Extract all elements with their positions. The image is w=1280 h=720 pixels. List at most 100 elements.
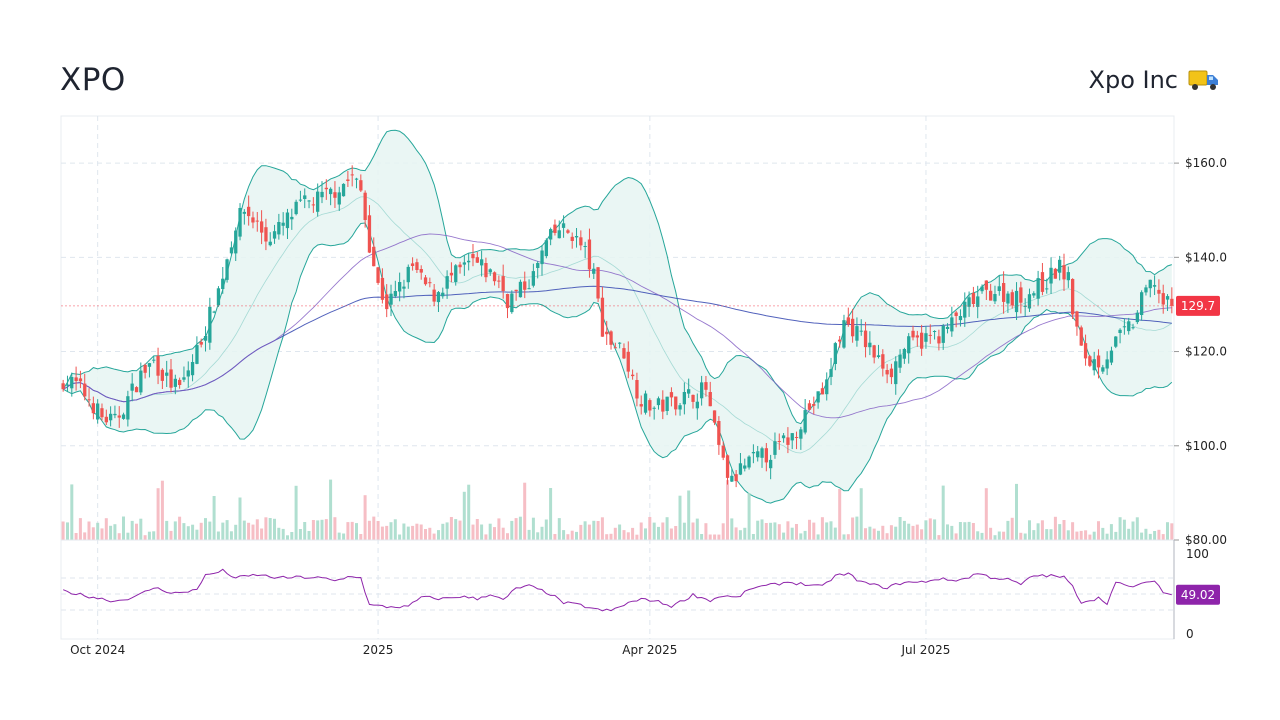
volume-bar bbox=[820, 517, 824, 540]
candle-body bbox=[445, 276, 449, 289]
candle-body bbox=[169, 369, 173, 388]
candle-body bbox=[911, 330, 915, 338]
volume-bar bbox=[600, 517, 604, 540]
candle-body bbox=[104, 416, 108, 423]
volume-bar bbox=[355, 523, 358, 540]
candle-body bbox=[225, 259, 229, 280]
candle-body bbox=[648, 400, 652, 411]
volume-bar bbox=[609, 533, 613, 540]
volume-bar bbox=[100, 528, 104, 540]
volume-bar bbox=[803, 530, 807, 540]
candle-body bbox=[605, 331, 609, 335]
volume-bar bbox=[109, 525, 113, 540]
volume-bar bbox=[1066, 530, 1070, 540]
candle-body bbox=[467, 260, 471, 263]
volume-bar bbox=[130, 520, 134, 540]
volume-bar bbox=[626, 532, 630, 540]
candle-body bbox=[885, 370, 889, 375]
volume-bar bbox=[290, 532, 294, 540]
candle-body bbox=[143, 365, 147, 373]
candle-body bbox=[1083, 343, 1088, 359]
candle-body bbox=[553, 224, 557, 233]
volume-bar bbox=[717, 534, 721, 540]
volume-bar bbox=[1088, 534, 1092, 540]
volume-bar bbox=[1114, 531, 1118, 540]
volume-bar bbox=[135, 523, 138, 540]
volume-bar bbox=[234, 524, 238, 540]
x-tick-label: 2025 bbox=[363, 643, 394, 657]
candle-body bbox=[363, 192, 367, 220]
volume-bar bbox=[984, 488, 988, 540]
candle-body bbox=[570, 236, 574, 241]
candle-body bbox=[134, 387, 139, 393]
volume-bar bbox=[726, 480, 729, 540]
volume-bar bbox=[1157, 529, 1161, 540]
volume-bar bbox=[242, 520, 246, 540]
volume-bar bbox=[1079, 530, 1083, 540]
candle-body bbox=[1118, 329, 1122, 333]
candle-body bbox=[359, 180, 363, 191]
candle-body bbox=[777, 441, 781, 442]
volume-bar bbox=[570, 530, 574, 540]
volume-bar bbox=[432, 533, 436, 540]
candle-body bbox=[109, 413, 113, 421]
volume-bar bbox=[329, 479, 333, 540]
candle-body bbox=[579, 237, 583, 246]
volume-bar bbox=[540, 526, 544, 540]
candle-body bbox=[238, 208, 242, 237]
volume-bar bbox=[260, 528, 264, 540]
candle-body bbox=[769, 459, 773, 469]
candle-body bbox=[1127, 321, 1131, 332]
candle-body bbox=[566, 230, 570, 233]
volume-bar bbox=[1161, 534, 1165, 540]
candle-body bbox=[851, 318, 855, 337]
volume-bar bbox=[838, 488, 842, 540]
candle-body bbox=[764, 448, 768, 463]
volume-bar bbox=[437, 530, 440, 540]
volume-bar bbox=[946, 524, 949, 540]
rsi-badge bbox=[1176, 584, 1220, 605]
volume-bar bbox=[1105, 533, 1109, 540]
volume-bar bbox=[764, 523, 768, 540]
candle-body bbox=[760, 448, 764, 458]
y-tick-label: $160.0 bbox=[1185, 156, 1227, 170]
volume-bar bbox=[471, 524, 475, 540]
volume-bar bbox=[372, 516, 376, 540]
volume-bar bbox=[769, 522, 773, 540]
candle-body bbox=[298, 199, 303, 201]
volume-bar bbox=[91, 527, 95, 540]
y-tick-label: $80.00 bbox=[1185, 533, 1227, 547]
candle-body bbox=[410, 263, 415, 266]
volume-bar bbox=[859, 488, 863, 540]
candle-body bbox=[428, 282, 432, 284]
volume-bar bbox=[156, 488, 160, 540]
volume-bar bbox=[458, 520, 462, 540]
candle-body bbox=[656, 398, 661, 406]
volume-bar bbox=[730, 518, 734, 540]
volume-bar bbox=[531, 517, 535, 540]
volume-bar bbox=[70, 484, 74, 540]
candle-body bbox=[333, 192, 337, 198]
candle-body bbox=[186, 370, 190, 377]
candle-body bbox=[1036, 278, 1040, 299]
candle-body bbox=[1010, 292, 1014, 306]
candle-body bbox=[583, 246, 587, 247]
candle-body bbox=[523, 281, 527, 290]
volume-bar bbox=[273, 518, 276, 540]
volume-bar bbox=[933, 519, 937, 540]
candle-body bbox=[1140, 292, 1144, 315]
volume-bar bbox=[169, 530, 173, 540]
candle-body bbox=[436, 292, 441, 303]
volume-bar bbox=[1040, 520, 1044, 540]
candle-body bbox=[1032, 293, 1036, 296]
volume-bar bbox=[669, 528, 673, 540]
volume-bar bbox=[773, 522, 777, 540]
volume-bar bbox=[751, 534, 755, 540]
candle-body bbox=[665, 396, 669, 411]
volume-bar bbox=[311, 520, 315, 540]
volume-bar bbox=[963, 522, 967, 540]
candle-body bbox=[121, 414, 126, 419]
candle-body bbox=[976, 296, 980, 307]
rsi-line bbox=[63, 568, 1172, 612]
